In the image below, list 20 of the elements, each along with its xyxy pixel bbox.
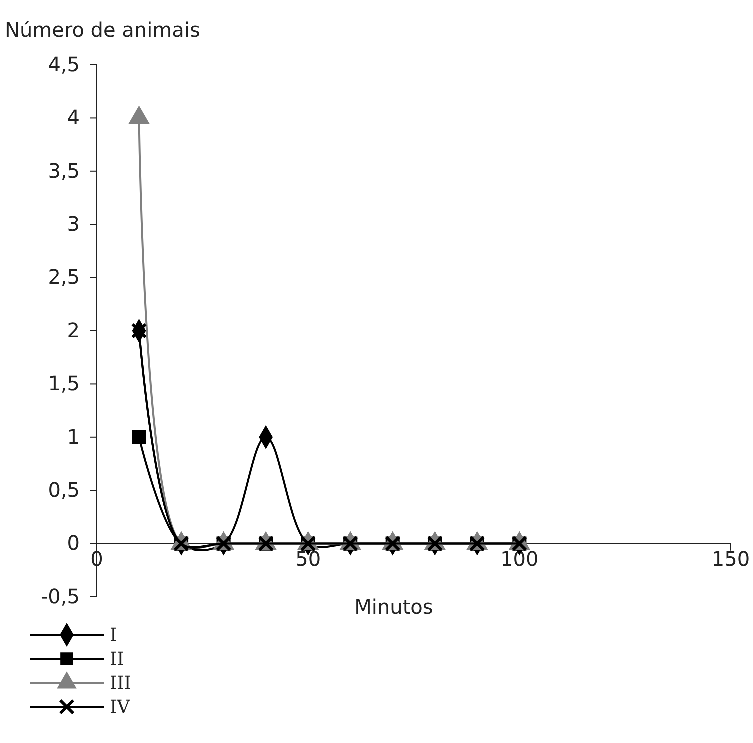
y-tick-label: 1,5 (48, 372, 80, 396)
y-axis-title: Número de animais (5, 18, 200, 42)
y-tick-label: 3,5 (48, 158, 80, 183)
y-tick-label: 0 (67, 531, 80, 556)
legend-label: III (110, 673, 132, 694)
y-tick-label: -0,5 (40, 584, 80, 608)
legend-label: I (110, 625, 118, 646)
x-tick-label: 100 (500, 546, 539, 571)
x-tick-label: 150 (712, 546, 750, 571)
legend-label: II (110, 649, 124, 670)
x-axis-title: Minutos (354, 595, 434, 619)
legend-label: IV (110, 697, 132, 718)
y-tick-label: 0,5 (48, 478, 80, 502)
y-tick-label: 3 (67, 212, 80, 236)
y-tick-label: 2 (67, 318, 80, 342)
y-tick-label: 2,5 (48, 265, 80, 290)
y-tick-label: 1 (67, 424, 80, 449)
x-tick-label: 50 (296, 546, 322, 571)
y-tick-label: 4,5 (48, 52, 80, 76)
y-tick-label: 4 (67, 106, 80, 130)
